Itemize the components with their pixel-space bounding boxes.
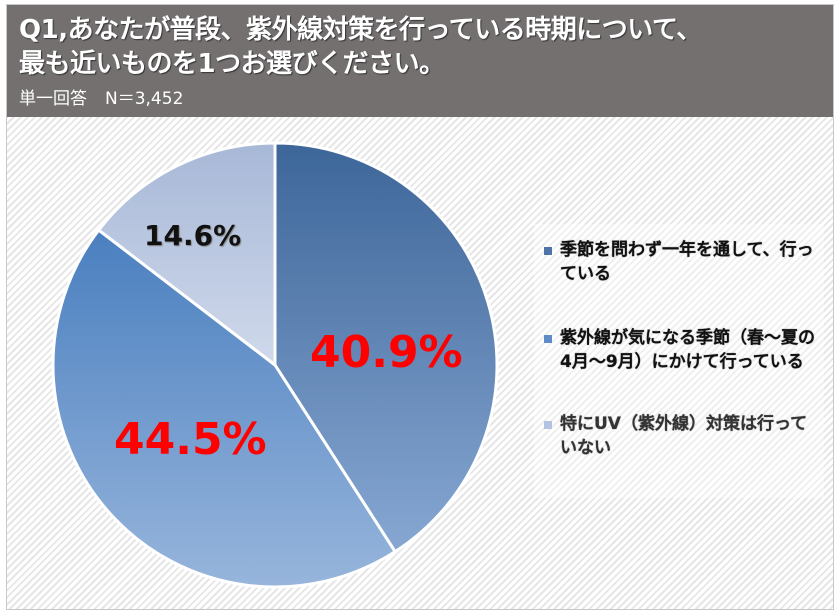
chart-subtitle: 単一回答 N＝3,452 — [19, 84, 821, 109]
data-label-slice-2: 44.5% — [114, 414, 267, 465]
legend-label: 季節を問わず一年を通して、行っている — [560, 240, 814, 284]
legend-label: 特にUV（紫外線）対策は行っていない — [560, 414, 808, 458]
pie-slice-2 — [51, 227, 398, 589]
data-label-slice-1: 40.9% — [310, 327, 463, 378]
chart-legend: 季節を問わず一年を通して、行っている 紫外線が気になる季節（春～夏の4月～9月）… — [534, 224, 824, 498]
legend-item-year-round: 季節を問わず一年を通して、行っている — [544, 238, 816, 286]
pie-slice-3 — [96, 141, 277, 369]
chart-title: Q1,あなたが普段、紫外線対策を行っている時期について、 最も近いものを1つお選… — [19, 13, 821, 81]
legend-swatch-icon — [544, 335, 552, 343]
title-line-1: Q1,あなたが普段、紫外線対策を行っている時期について、 — [19, 15, 702, 45]
legend-label: 紫外線が気になる季節（春～夏の4月～9月）にかけて行っている — [560, 328, 815, 372]
sample-size: N＝3,452 — [105, 89, 184, 109]
answer-type: 単一回答 — [19, 89, 87, 109]
title-line-2: 最も近いものを1つお選びください。 — [19, 49, 445, 79]
legend-swatch-icon — [544, 247, 552, 255]
legend-swatch-icon — [544, 421, 552, 429]
data-label-slice-3: 14.6% — [144, 219, 242, 252]
chart-header: Q1,あなたが普段、紫外線対策を行っている時期について、 最も近いものを1つお選… — [7, 5, 833, 117]
legend-item-seasonal: 紫外線が気になる季節（春～夏の4月～9月）にかけて行っている — [544, 326, 816, 374]
legend-item-none: 特にUV（紫外線）対策は行っていない — [544, 412, 816, 460]
